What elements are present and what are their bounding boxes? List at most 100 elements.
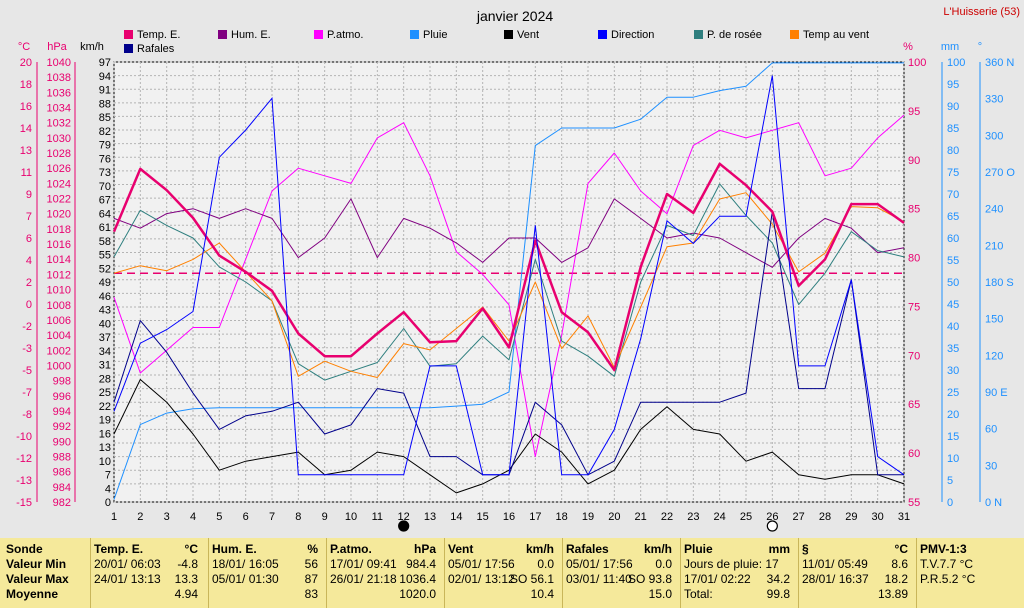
tick-label-mm: 0 xyxy=(947,497,953,509)
tick-label-pct: 90 xyxy=(908,155,920,167)
stats-cell-row: 02/01/ 13:12 SO 56.1 xyxy=(448,572,554,587)
stats-column-header: P.atmo. hPa xyxy=(330,542,436,557)
stats-cell-value: 4.94 xyxy=(174,587,198,601)
stats-cell-row: 11/01/ 05:49 8.6 xyxy=(802,557,908,572)
stats-row-label: Valeur Max xyxy=(6,572,80,587)
legend-label: Vent xyxy=(517,29,539,41)
tick-label-kmh: 55 xyxy=(99,250,111,262)
stats-separator xyxy=(444,538,445,608)
tick-label-deg: 180 S xyxy=(985,277,1014,289)
stats-cell-label: 02/01/ 13:12 xyxy=(448,572,515,586)
tick-label-temp_c: 14 xyxy=(20,123,32,135)
tick-label-kmh: 0 xyxy=(105,497,111,509)
tick-label-temp_c: -7 xyxy=(22,387,32,399)
tick-label-temp_c: -3 xyxy=(22,343,32,355)
stats-cell-value: 0.0 xyxy=(537,557,554,571)
tick-label-hpa: 1024 xyxy=(47,178,71,190)
tick-label-temp_c: -8 xyxy=(22,409,32,421)
tick-label-deg: 210 xyxy=(985,240,1003,252)
legend-label: Temp. E. xyxy=(137,29,180,41)
stats-cell-row: 05/01/ 17:56 0.0 xyxy=(448,557,554,572)
stats-cell-label: Jours de pluie: 17 xyxy=(684,557,779,571)
stats-column-unit: km/h xyxy=(525,542,554,556)
tick-label-pct: 100 xyxy=(908,57,926,69)
legend-label: P.atmo. xyxy=(327,29,364,41)
stats-cell-row: 10.4 xyxy=(448,587,554,602)
tick-label-kmh: 82 xyxy=(99,126,111,138)
tick-label-mm: 10 xyxy=(947,453,959,465)
tick-label-temp_c: 7 xyxy=(26,211,32,223)
tick-label-hpa: 1004 xyxy=(47,330,71,342)
tick-label-deg: 360 N xyxy=(985,57,1014,69)
x-tick-label: 13 xyxy=(424,511,436,523)
x-tick-label: 4 xyxy=(190,511,196,523)
stats-cell-value: 13.89 xyxy=(877,587,908,601)
tick-label-temp_c: 16 xyxy=(20,101,32,113)
stats-column: § °C 11/01/ 05:49 8.6 28/01/ 16:37 18.2 13.89 xyxy=(802,542,908,602)
axis-unit-kmh: km/h xyxy=(80,41,104,53)
tick-label-kmh: 73 xyxy=(99,167,111,179)
stats-cell-value: 83 xyxy=(304,587,318,601)
x-tick-label: 30 xyxy=(872,511,884,523)
tick-label-kmh: 25 xyxy=(99,387,111,399)
tick-label-hpa: 1026 xyxy=(47,163,71,175)
axis-unit-hpa: hPa xyxy=(47,41,67,53)
stats-cell-label: 20/01/ 06:03 xyxy=(94,557,161,571)
tick-label-pct: 80 xyxy=(908,253,920,265)
tick-label-kmh: 43 xyxy=(99,305,111,317)
tick-label-kmh: 22 xyxy=(99,401,111,413)
stats-cell-label: 05/01/ 17:56 xyxy=(448,557,515,571)
tick-label-kmh: 40 xyxy=(99,318,111,330)
stats-cell-row: 26/01/ 21:18 1036.4 xyxy=(330,572,436,587)
stats-cell-row: Total: 99.8 xyxy=(684,587,790,602)
axes: °C hPa km/h% mm °201816141311976420-2-3-5-7-… xyxy=(16,41,1015,523)
stats-column-unit: °C xyxy=(184,542,198,556)
stats-separator xyxy=(562,538,563,608)
legend-swatch xyxy=(598,30,607,39)
stats-separator xyxy=(326,538,327,608)
stats-cell-row: 28/01/ 16:37 18.2 xyxy=(802,572,908,587)
x-tick-label: 31 xyxy=(898,511,910,523)
stats-cell-value: 1036.4 xyxy=(399,572,436,586)
x-tick-label: 14 xyxy=(450,511,462,523)
legend-label: Temp au vent xyxy=(803,29,869,41)
tick-label-temp_c: -13 xyxy=(16,475,32,487)
tick-label-kmh: 76 xyxy=(99,153,111,165)
stats-column-header: Hum. E.% xyxy=(212,542,318,557)
legend-swatch xyxy=(694,30,703,39)
stats-cell-value: 56 xyxy=(304,557,318,571)
legend-swatch xyxy=(790,30,799,39)
stats-cell-label: 17/01/ 09:41 xyxy=(330,557,397,571)
x-tick-label: 7 xyxy=(269,511,275,523)
tick-label-hpa: 994 xyxy=(53,406,71,418)
x-tick-label: 5 xyxy=(216,511,222,523)
tick-label-temp_c: 13 xyxy=(20,145,32,157)
tick-label-deg: 30 xyxy=(985,460,997,472)
tick-label-kmh: 19 xyxy=(99,415,111,427)
stats-cell-row: 83 xyxy=(212,587,318,602)
stats-cell-value: SO 93.8 xyxy=(627,572,672,586)
series-line-rosee xyxy=(113,183,905,381)
tick-label-hpa: 1008 xyxy=(47,300,71,312)
tick-label-temp_c: 20 xyxy=(20,57,32,69)
tick-label-temp_c: 6 xyxy=(26,233,32,245)
stats-cell-row: T.V.7.7 °C xyxy=(920,557,1018,572)
legend-swatch xyxy=(218,30,227,39)
stats-cell-value: 18.2 xyxy=(884,572,908,586)
tick-label-pct: 75 xyxy=(908,301,920,313)
tick-label-pct: 65 xyxy=(908,399,920,411)
tick-label-deg: 150 xyxy=(985,314,1003,326)
tick-label-kmh: 67 xyxy=(99,195,111,207)
statistics-panel: Sonde Valeur Min Valeur Max Moyenne Temp. E.… xyxy=(0,538,1024,608)
stats-column: Temp. E. °C 20/01/ 06:03 -4.8 24/01/ 13:13 13… xyxy=(94,542,198,602)
tick-label-deg: 60 xyxy=(985,424,997,436)
stats-cell-row: 05/01/ 01:30 87 xyxy=(212,572,318,587)
tick-label-kmh: 91 xyxy=(99,85,111,97)
x-tick-label: 18 xyxy=(556,511,568,523)
tick-label-temp_c: 11 xyxy=(21,167,32,179)
stats-column-title: P.atmo. xyxy=(330,542,372,556)
tick-label-mm: 15 xyxy=(947,431,959,443)
stats-cell-value: 13.3 xyxy=(174,572,198,586)
tick-label-hpa: 1002 xyxy=(47,345,71,357)
tick-label-mm: 30 xyxy=(947,365,959,377)
